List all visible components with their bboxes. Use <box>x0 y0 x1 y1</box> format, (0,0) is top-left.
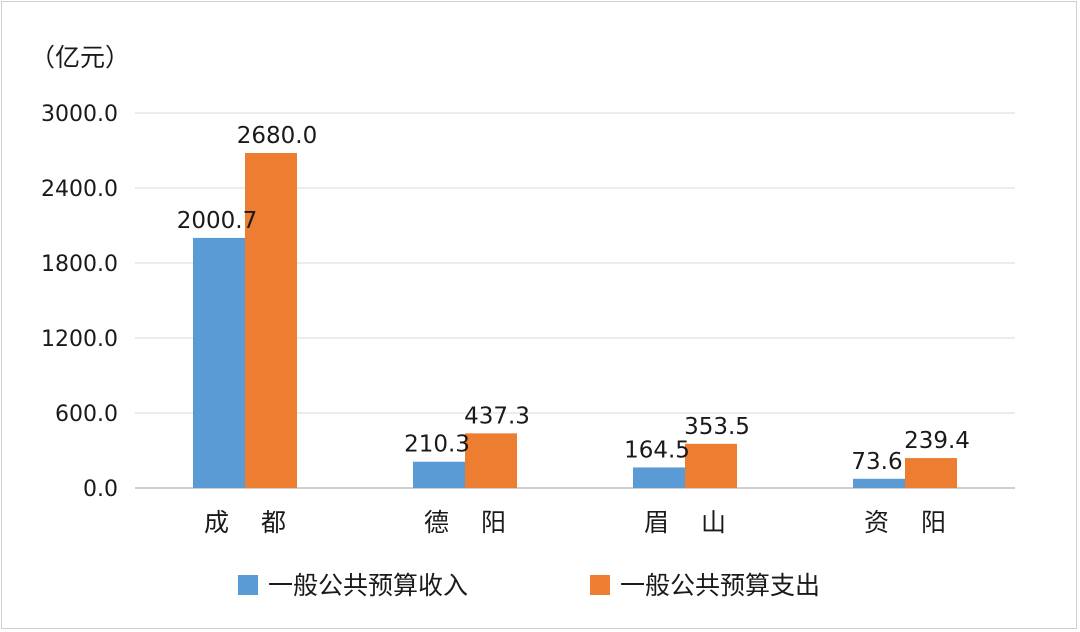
legend-swatch-expenditure <box>590 575 610 595</box>
bar-expenditure <box>465 433 517 488</box>
y-tick-label: 2400.0 <box>41 177 118 202</box>
y-tick-label: 1200.0 <box>41 327 118 352</box>
data-label: 73.6 <box>851 449 902 475</box>
data-label: 210.3 <box>404 432 470 458</box>
bar-income <box>413 461 465 488</box>
y-axis-ticks: 0.0 600.0 1200.0 1800.0 2400.0 3000.0 <box>41 102 118 502</box>
legend: 一般公共预算收入 一般公共预算支出 <box>238 571 820 600</box>
data-label: 353.5 <box>684 414 750 440</box>
legend-swatch-income <box>238 575 258 595</box>
data-label: 239.4 <box>904 428 970 454</box>
legend-label-income: 一般公共预算收入 <box>268 571 468 600</box>
bar-income <box>633 467 685 488</box>
y-tick-label: 0.0 <box>83 477 118 502</box>
legend-label-expenditure: 一般公共预算支出 <box>620 571 820 600</box>
data-label: 2680.0 <box>237 123 317 149</box>
bars <box>193 153 957 488</box>
category-label: 成 都 <box>204 508 298 537</box>
unit-label: （亿元） <box>30 43 130 72</box>
category-labels: 成 都德 阳眉 山资 阳 <box>204 508 958 537</box>
bar-expenditure <box>245 153 297 488</box>
y-tick-label: 600.0 <box>55 402 118 427</box>
data-label: 164.5 <box>624 437 690 463</box>
y-tick-label: 1800.0 <box>41 252 118 277</box>
bar-expenditure <box>905 458 957 488</box>
bar-income <box>853 478 905 488</box>
category-label: 德 阳 <box>424 508 518 537</box>
bar-income <box>193 237 245 488</box>
bar-expenditure <box>685 443 737 488</box>
data-label: 437.3 <box>464 403 530 429</box>
category-label: 眉 山 <box>644 508 738 537</box>
data-label: 2000.7 <box>177 208 257 234</box>
category-label: 资 阳 <box>864 508 958 537</box>
y-tick-label: 3000.0 <box>41 102 118 127</box>
